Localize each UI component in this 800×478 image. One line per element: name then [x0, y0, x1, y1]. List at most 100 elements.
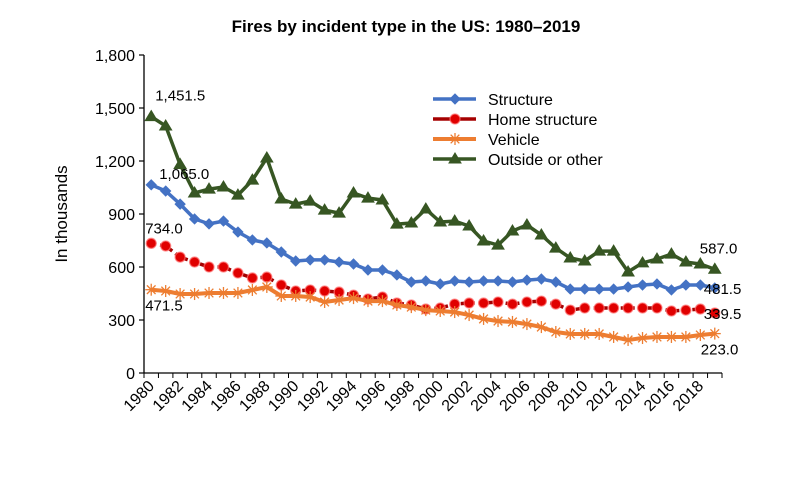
data-point [333, 294, 346, 307]
data-point [391, 269, 403, 281]
data-point [174, 251, 186, 263]
data-point [520, 217, 534, 230]
data-point [433, 214, 448, 227]
data-point [232, 226, 244, 238]
data-point [405, 276, 418, 288]
y-tick-label: 600 [108, 260, 135, 277]
data-point [535, 295, 548, 307]
x-tick-label: 1982 [150, 378, 187, 415]
series-home-structure [145, 237, 721, 319]
data-point [709, 282, 721, 294]
data-point [550, 276, 562, 288]
data-point [694, 303, 706, 315]
data-point [621, 264, 635, 277]
legend-label: Home structure [488, 112, 597, 129]
data-point [636, 332, 649, 345]
legend-item-outside-or-other: Outside or other [433, 152, 603, 169]
data-point [535, 273, 548, 285]
data-point [707, 262, 722, 274]
data-point [463, 276, 475, 288]
data-point [217, 215, 230, 227]
data-point [535, 321, 548, 334]
series-line [151, 285, 715, 342]
data-point [376, 264, 389, 276]
data-point [174, 288, 187, 301]
series-vehicle [145, 280, 721, 346]
data-point [346, 186, 361, 198]
data-point [362, 264, 374, 276]
data-point [390, 298, 403, 311]
legend-marker [449, 93, 461, 105]
x-tick-label: 2006 [497, 378, 534, 415]
data-point [564, 283, 576, 295]
data-point [288, 197, 303, 209]
data-point [145, 237, 157, 249]
data-point [246, 283, 259, 296]
data-label: 471.5 [145, 298, 183, 315]
data-point [260, 280, 273, 293]
data-point [607, 330, 620, 343]
y-axis: 0 300 600 900 1,200 1,500 1,800 [95, 48, 145, 383]
data-point [593, 327, 606, 340]
data-point [708, 327, 721, 340]
data-point [564, 304, 576, 316]
data-point [232, 267, 244, 279]
data-point [290, 255, 302, 267]
series-outside-or-other [144, 109, 722, 277]
x-tick-label: 2000 [410, 378, 447, 415]
x-tick-label: 1996 [352, 378, 389, 415]
data-point [593, 283, 605, 295]
data-point [375, 193, 390, 205]
data-point [463, 297, 475, 309]
data-point [216, 179, 231, 192]
data-label: 339.5 [704, 306, 742, 323]
x-tick-label: 1986 [208, 378, 245, 415]
data-point [159, 285, 172, 298]
y-tick-label: 0 [126, 366, 135, 383]
series-structure [145, 179, 721, 296]
data-point [246, 272, 259, 284]
data-point [521, 274, 533, 286]
data-point [492, 275, 504, 287]
data-point [304, 291, 317, 304]
y-tick-label: 300 [108, 313, 135, 330]
x-tick-label: 2004 [468, 378, 505, 415]
data-point [592, 244, 607, 256]
x-tick-label: 1980 [121, 378, 158, 415]
data-point [664, 247, 679, 259]
data-point [245, 173, 260, 185]
data-point [679, 330, 692, 343]
data-point [318, 254, 331, 266]
data-point [275, 246, 287, 258]
data-point [389, 217, 404, 229]
data-point [709, 307, 721, 319]
data-point [434, 304, 447, 317]
legend-item-structure: Structure [433, 92, 553, 109]
data-point [259, 151, 274, 163]
data-point [636, 302, 649, 314]
x-tick-label: 1984 [179, 378, 216, 415]
data-point [144, 109, 159, 122]
data-point [550, 298, 562, 310]
data-point [420, 275, 432, 287]
data-point [217, 261, 230, 273]
data-point [607, 302, 620, 314]
chart-title: Fires by incident type in the US: 1980–2… [232, 17, 581, 36]
data-point [693, 257, 708, 269]
data-point [607, 283, 620, 295]
data-point [303, 194, 318, 206]
data-point [347, 258, 360, 270]
data-point [680, 279, 692, 291]
data-point [332, 206, 346, 218]
data-point [231, 286, 244, 299]
series-line [150, 183, 716, 292]
y-tick-label: 900 [108, 207, 135, 224]
legend-marker [448, 152, 462, 164]
data-point [188, 256, 201, 268]
data-label: 223.0 [701, 342, 739, 359]
data-point [304, 254, 316, 266]
legend-label: Outside or other [488, 152, 603, 169]
data-point [520, 318, 533, 331]
data-point [651, 278, 663, 290]
